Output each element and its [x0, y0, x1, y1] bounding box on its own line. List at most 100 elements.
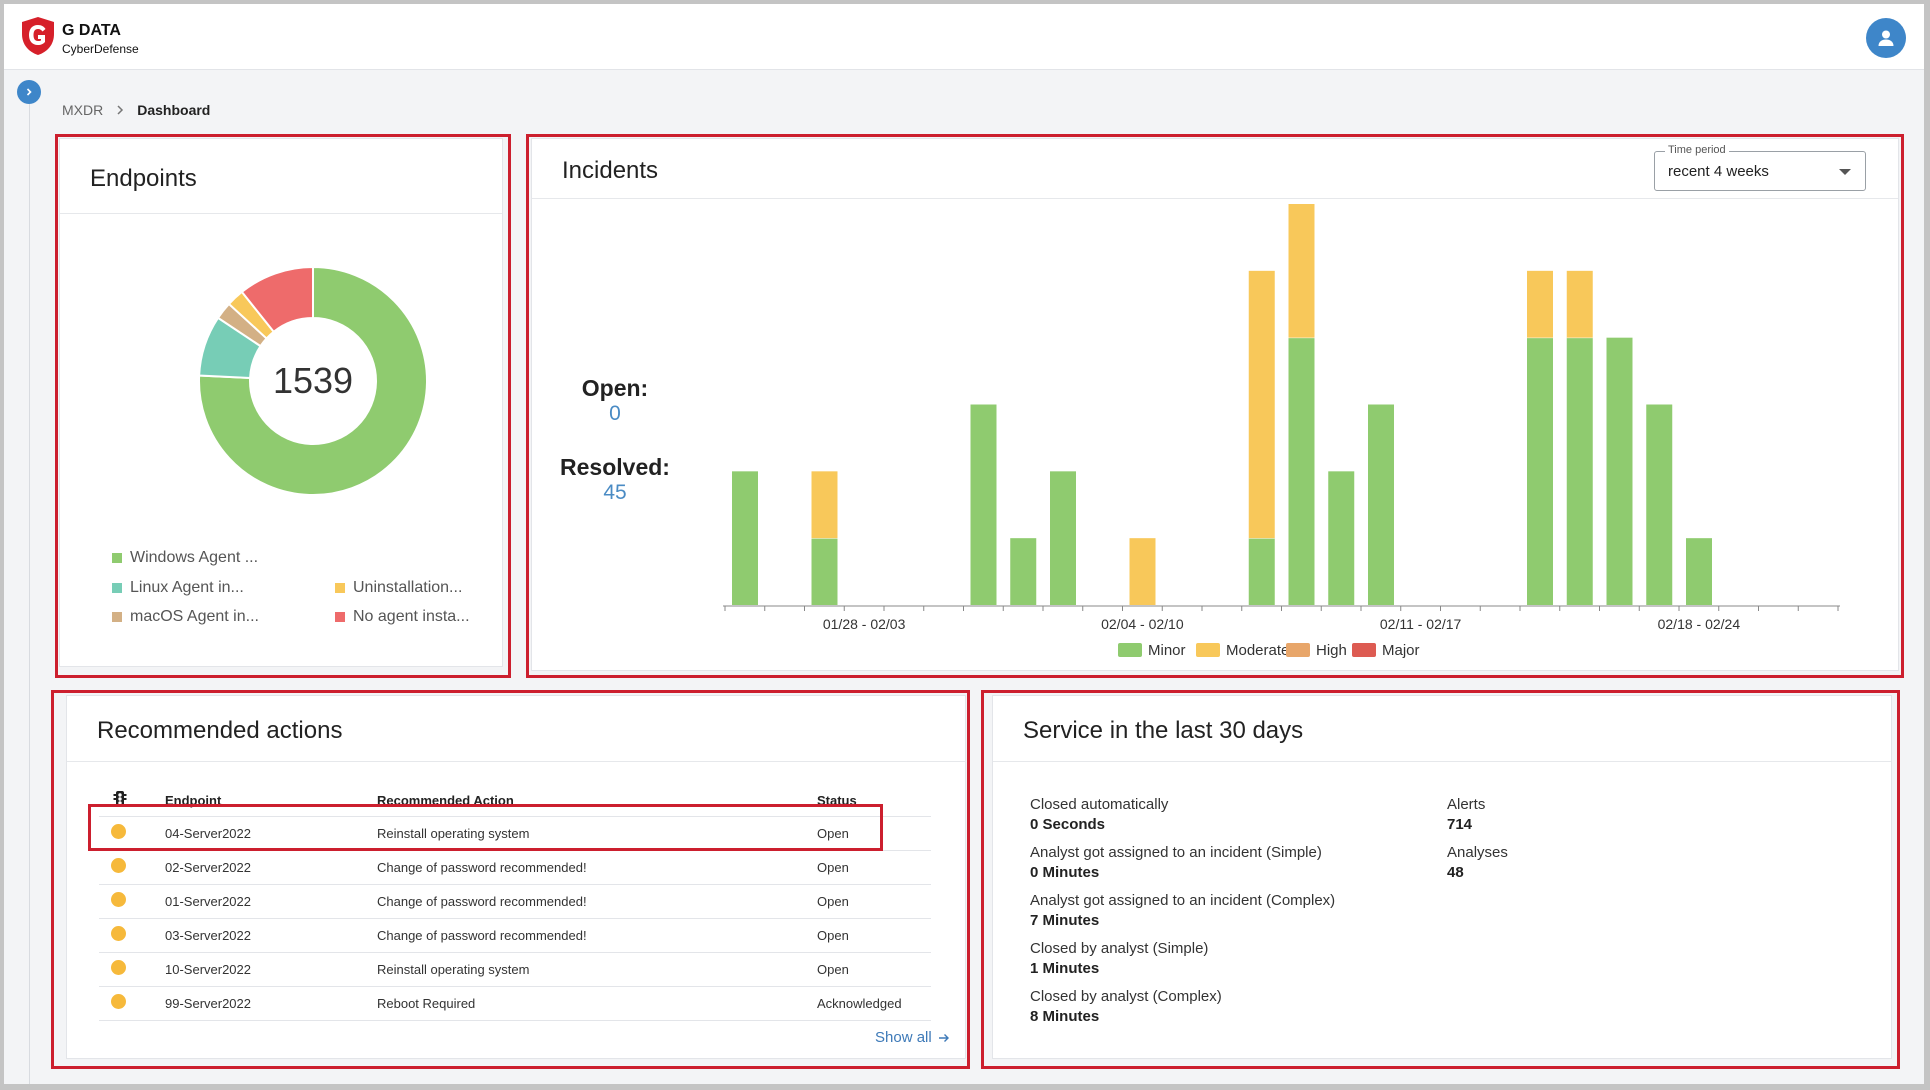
endpoints-legend-item[interactable]: Uninstallation...: [335, 579, 462, 597]
status-cell: Acknowledged: [817, 986, 931, 1021]
action-cell[interactable]: Reinstall operating system: [377, 952, 817, 987]
chart-legend-label-minor[interactable]: Minor: [1148, 642, 1186, 659]
table-row[interactable]: 10-Server2022 Reinstall operating system O…: [99, 952, 931, 987]
bar-moderate-day-13[interactable]: [1248, 270, 1275, 539]
action-cell[interactable]: Reinstall operating system: [377, 816, 817, 851]
priority-column-header: [99, 786, 165, 817]
breadcrumb-root-link[interactable]: MXDR: [62, 102, 104, 118]
donut-slice-4[interactable]: [240, 265, 314, 334]
service-metric-value: 48: [1447, 864, 1464, 881]
legend-label: Windows Agent ...: [130, 549, 259, 566]
endpoints-card-header: Endpoints: [60, 139, 502, 214]
service-metric-label: Closed by analyst (Complex): [1030, 988, 1222, 1005]
table-row[interactable]: 99-Server2022 Reboot Required Acknowledged: [99, 986, 931, 1021]
bar-moderate-day-20[interactable]: [1527, 270, 1553, 338]
endpoint-column-header[interactable]: Endpoint: [165, 786, 377, 817]
user-avatar-button[interactable]: [1866, 18, 1906, 58]
legend-label: Uninstallation...: [353, 579, 463, 596]
service-metric-label: Alerts: [1447, 796, 1486, 813]
bar-minor-day-15[interactable]: [1328, 471, 1355, 605]
x-tick-label: 02/11 - 02/17: [1380, 616, 1462, 632]
action-cell[interactable]: Change of password recommended!: [377, 850, 817, 885]
bar-moderate-day-21[interactable]: [1566, 270, 1593, 338]
endpoints-legend-item[interactable]: Linux Agent in...: [112, 579, 244, 597]
recommended-actions-header: Recommended actions: [67, 696, 965, 762]
recommended-actions-body: 04-Server2022 Reinstall operating system O…: [99, 816, 931, 1021]
bar-minor-day-13[interactable]: [1248, 538, 1275, 605]
chart-legend-label-major[interactable]: Major: [1382, 642, 1420, 659]
action-cell[interactable]: Reboot Required: [377, 986, 817, 1021]
table-row[interactable]: 01-Server2022 Change of password recommen…: [99, 884, 931, 919]
legend-label: No agent insta...: [353, 608, 470, 625]
bar-moderate-day-2[interactable]: [811, 471, 838, 539]
bar-minor-day-22[interactable]: [1606, 337, 1633, 605]
endpoints-legend-item[interactable]: No agent insta...: [335, 608, 470, 626]
bar-minor-day-6[interactable]: [970, 404, 997, 605]
bar-minor-day-0[interactable]: [732, 471, 758, 605]
logo[interactable]: G DATA CyberDefense: [20, 16, 180, 62]
expand-sidebar-button[interactable]: [17, 80, 41, 104]
bar-minor-day-2[interactable]: [811, 538, 838, 605]
time-period-select[interactable]: Time period recent 4 weeks: [1654, 144, 1866, 191]
traffic-light-icon: [113, 791, 127, 808]
chart-legend-swatch-major[interactable]: [1352, 643, 1376, 657]
endpoints-donut-chart: 1539: [196, 264, 430, 498]
service-title: Service in the last 30 days: [1023, 717, 1304, 744]
endpoint-cell[interactable]: 10-Server2022: [165, 952, 377, 987]
bar-minor-day-20[interactable]: [1527, 337, 1553, 605]
chart-legend-swatch-moderate[interactable]: [1196, 643, 1220, 657]
bar-minor-day-8[interactable]: [1050, 471, 1076, 605]
bar-moderate-day-10[interactable]: [1129, 538, 1156, 605]
service-metric-label: Analyst got assigned to an incident (Com…: [1030, 892, 1336, 909]
bar-minor-day-24[interactable]: [1686, 538, 1712, 605]
donut-svg: [198, 265, 428, 496]
endpoints-legend-item[interactable]: Windows Agent ...: [112, 549, 258, 567]
table-row[interactable]: 02-Server2022 Change of password recommen…: [99, 850, 931, 885]
status-cell: Open: [817, 850, 931, 885]
bar-minor-day-21[interactable]: [1566, 337, 1593, 605]
caret-down-icon: [1839, 169, 1851, 175]
bar-minor-day-7[interactable]: [1010, 538, 1037, 605]
status-column-header[interactable]: Status: [817, 786, 931, 817]
bar-minor-day-23[interactable]: [1646, 404, 1673, 605]
bar-minor-day-14[interactable]: [1288, 337, 1315, 605]
endpoint-cell[interactable]: 02-Server2022: [165, 850, 377, 885]
endpoint-cell[interactable]: 01-Server2022: [165, 884, 377, 919]
action-cell[interactable]: Change of password recommended!: [377, 884, 817, 919]
logo-title: G DATA: [62, 22, 121, 39]
priority-cell: [99, 816, 165, 851]
priority-cell: [99, 884, 165, 919]
bar-moderate-day-14[interactable]: [1288, 204, 1315, 338]
service-metric-label: Analyses: [1447, 844, 1508, 861]
bar-minor-day-16[interactable]: [1368, 404, 1394, 605]
status-cell: Open: [817, 884, 931, 919]
chart-legend-label-moderate[interactable]: Moderate: [1226, 642, 1289, 659]
top-bar: G DATA CyberDefense: [4, 4, 1924, 70]
user-icon: [1878, 30, 1894, 46]
resolved-label: Resolved:: [560, 454, 670, 480]
time-period-value: recent 4 weeks: [1668, 163, 1769, 180]
donut-slice-0[interactable]: [198, 265, 428, 496]
action-column-header[interactable]: Recommended Action: [377, 786, 817, 817]
legend-swatch: [112, 612, 122, 622]
sidebar-divider: [29, 104, 30, 1084]
show-all-label: Show all: [875, 1029, 932, 1046]
chart-legend-label-high[interactable]: High: [1316, 642, 1347, 659]
service-metric: Analyses 48: [1447, 844, 1508, 881]
service-metric: Closed by analyst (Complex) 8 Minutes: [1030, 988, 1222, 1025]
endpoint-cell[interactable]: 03-Server2022: [165, 918, 377, 953]
incidents-card-header: Incidents: [532, 139, 1898, 199]
endpoints-title: Endpoints: [90, 165, 197, 192]
endpoints-legend-item[interactable]: macOS Agent in...: [112, 608, 259, 626]
action-cell[interactable]: Change of password recommended!: [377, 918, 817, 953]
endpoint-cell[interactable]: 04-Server2022: [165, 816, 377, 851]
service-metric-value: 7 Minutes: [1030, 912, 1100, 929]
priority-dot-icon: [111, 960, 126, 975]
table-row[interactable]: 03-Server2022 Change of password recommen…: [99, 918, 931, 953]
endpoint-cell[interactable]: 99-Server2022: [165, 986, 377, 1021]
show-all-link[interactable]: Show all: [875, 1029, 950, 1046]
service-metric-value: 0 Minutes: [1030, 864, 1100, 881]
chart-legend-swatch-high[interactable]: [1286, 643, 1310, 657]
chart-legend-swatch-minor[interactable]: [1118, 643, 1142, 657]
table-row[interactable]: 04-Server2022 Reinstall operating system O…: [99, 816, 931, 851]
